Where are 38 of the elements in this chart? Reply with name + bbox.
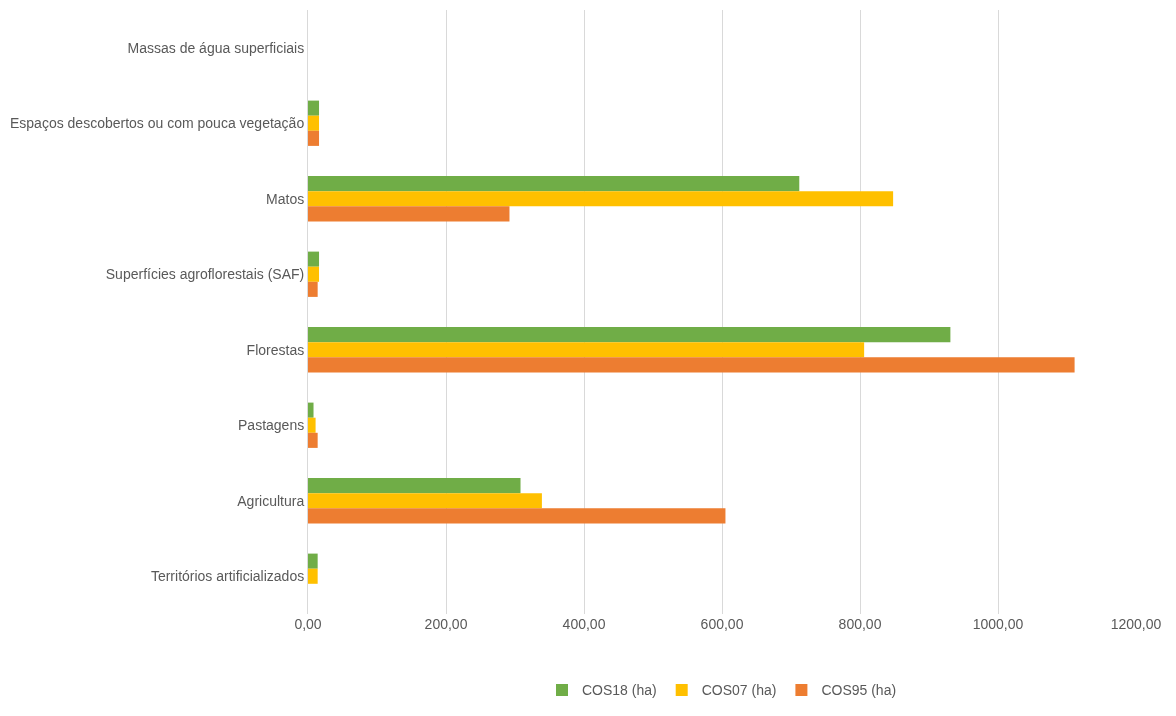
bar: [308, 327, 951, 343]
legend-label: COS18 (ha): [582, 682, 657, 699]
legend-label: COS07 (ha): [701, 682, 777, 699]
y-tick-label: Massas de água superficiais: [127, 39, 305, 56]
bar: [308, 191, 894, 207]
bar: [308, 251, 320, 267]
x-tick-label: 1000,00: [972, 616, 1024, 632]
bar: [308, 432, 318, 448]
bar: [308, 266, 320, 282]
bar: [308, 130, 320, 146]
y-tick-label: Superfícies agroflorestais (SAF): [105, 266, 305, 283]
bar: [308, 508, 726, 524]
y-tick-label: Agricultura: [237, 492, 305, 509]
x-tick-label: 0,00: [294, 616, 322, 632]
bar: [308, 342, 865, 358]
y-tick-label: Espaços descobertos ou com pouca vegetação: [10, 115, 305, 132]
bar: [308, 281, 318, 297]
legend-label: COS95 (ha): [821, 682, 897, 699]
bar: [308, 417, 316, 433]
y-tick-label: Matos: [266, 190, 305, 207]
x-tick-label: 1200,00: [1110, 616, 1162, 632]
bar: [308, 568, 318, 584]
bar: [308, 176, 800, 192]
y-tick-label: Florestas: [246, 341, 305, 358]
y-tick-label: Territórios artificializados: [150, 568, 305, 585]
x-tick-label: 400,00: [562, 616, 606, 632]
x-tick-label: 200,00: [424, 616, 468, 632]
y-tick-label: Pastagens: [238, 417, 305, 434]
bar: [308, 115, 320, 131]
bar: [308, 553, 318, 569]
bar: [308, 206, 510, 222]
bar: [308, 478, 521, 494]
bar: [308, 357, 1075, 373]
bar: [308, 493, 542, 509]
x-tick-label: 800,00: [838, 616, 882, 632]
x-tick-label: 600,00: [700, 616, 744, 632]
bar: [308, 402, 314, 418]
bar: [308, 100, 320, 116]
